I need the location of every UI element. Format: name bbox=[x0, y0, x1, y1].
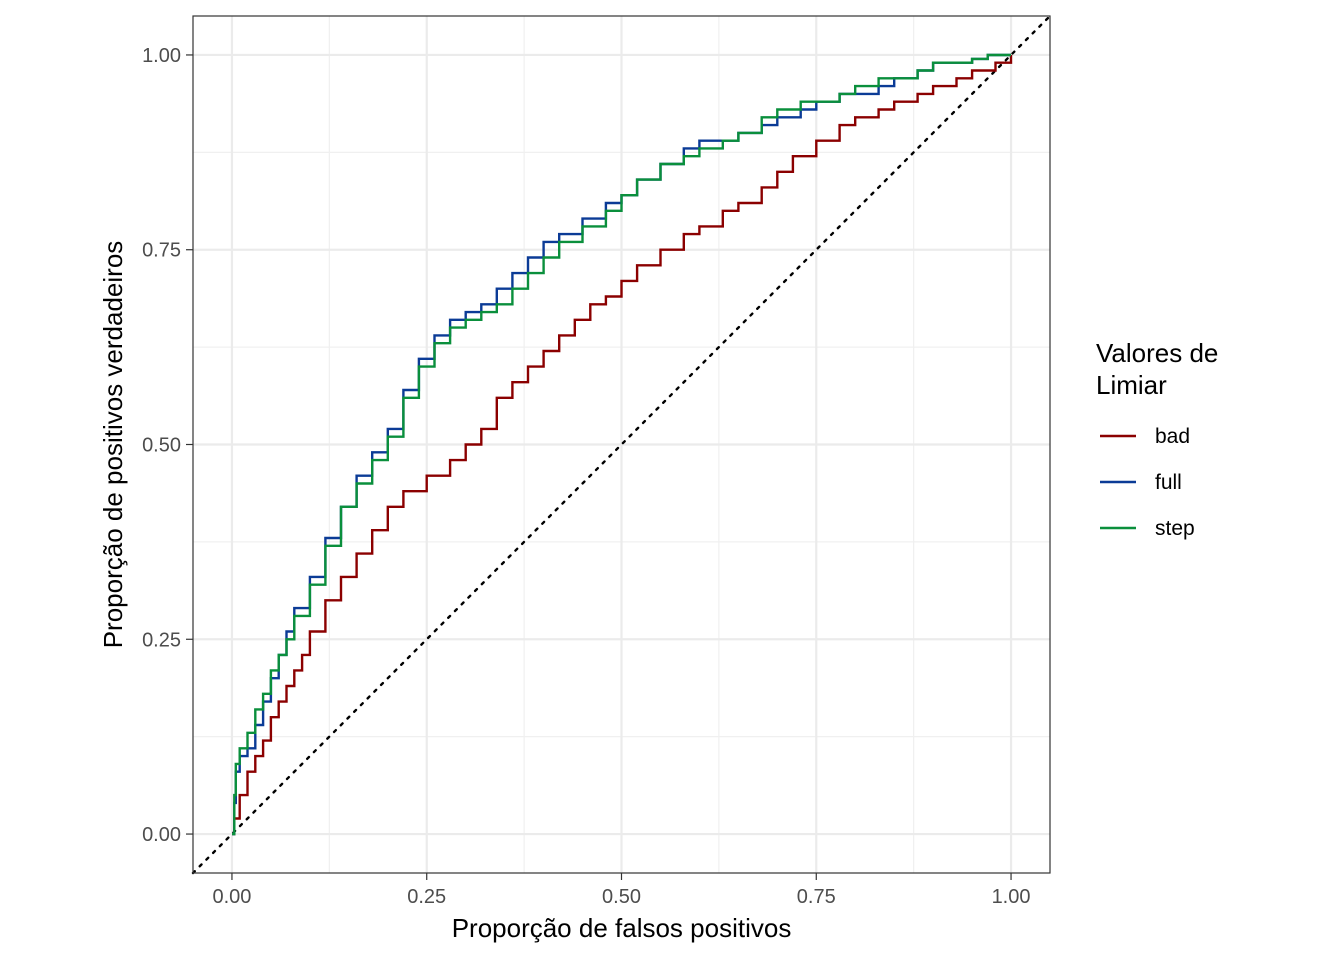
x-tick-label: 1.00 bbox=[992, 886, 1031, 908]
y-tick-label: 0.50 bbox=[142, 435, 181, 457]
grid-major-lines bbox=[193, 16, 1050, 873]
y-axis-title: Proporção de positivos verdadeiros bbox=[98, 241, 128, 649]
x-tick-label: 0.00 bbox=[212, 886, 251, 908]
x-tick-label: 0.75 bbox=[797, 886, 836, 908]
legend-title-line-1: Valores de bbox=[1096, 338, 1218, 368]
legend-items: bad full step bbox=[1100, 425, 1195, 540]
series-layer bbox=[232, 53, 1013, 836]
y-tick-label: 1.00 bbox=[142, 45, 181, 67]
series-line-step bbox=[232, 53, 1011, 836]
diagonal-reference-line bbox=[191, 14, 1052, 875]
legend-label-step: step bbox=[1155, 517, 1195, 540]
y-tick-label: 0.25 bbox=[142, 629, 181, 651]
legend-label-bad: bad bbox=[1155, 425, 1190, 448]
series-line-bad bbox=[232, 55, 1013, 836]
legend: Valores de Limiar bad full step bbox=[1096, 338, 1218, 540]
x-axis-title: Proporção de falsos positivos bbox=[452, 913, 792, 943]
y-tick-label: 0.00 bbox=[142, 824, 181, 846]
x-tick-label: 0.25 bbox=[407, 886, 446, 908]
legend-label-full: full bbox=[1155, 471, 1182, 494]
legend-title-line-2: Limiar bbox=[1096, 370, 1167, 400]
y-axis-ticks: 0.00 0.25 0.50 0.75 1.00 bbox=[142, 45, 193, 846]
x-tick-label: 0.50 bbox=[602, 886, 641, 908]
x-axis-ticks: 0.00 0.25 0.50 0.75 1.00 bbox=[212, 873, 1031, 908]
y-tick-label: 0.75 bbox=[142, 240, 181, 262]
